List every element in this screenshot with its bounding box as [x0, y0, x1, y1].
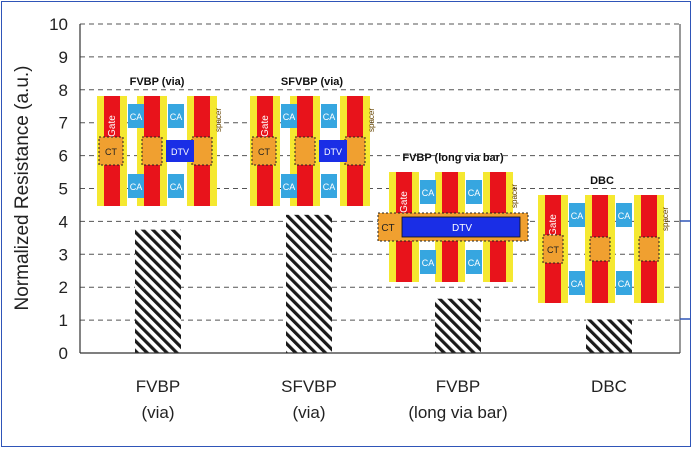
y-tick-label: 0	[59, 344, 68, 363]
bar	[435, 298, 481, 353]
y-tick-label: 2	[59, 278, 68, 297]
y-tick-label: 10	[49, 15, 68, 34]
dtv-label: DTV	[324, 147, 342, 157]
ca-contact	[420, 180, 436, 204]
ca-contact	[569, 271, 585, 295]
ct-label: CT	[381, 223, 394, 234]
dtv-label: DTV	[171, 147, 189, 157]
ca-contact	[281, 174, 297, 198]
ct-contact	[191, 136, 213, 166]
y-tick-label: 7	[59, 114, 68, 133]
axes	[79, 24, 690, 354]
y-tick-label: 5	[59, 180, 68, 199]
ca-label: CA	[618, 211, 631, 221]
ca-label: CA	[422, 258, 435, 268]
inset-structure: SFVBP (via) CA CA CA CA Gate spacer CT DTV	[250, 76, 376, 206]
y-tick-label: 6	[59, 147, 68, 166]
ca-contact	[168, 104, 184, 128]
ca-contact	[321, 174, 337, 198]
ca-label: CA	[323, 112, 336, 122]
bars	[135, 214, 632, 353]
ca-label: CA	[468, 188, 481, 198]
x-category-sublabel: (via)	[141, 403, 174, 422]
bar	[586, 319, 632, 353]
ca-label: CA	[323, 182, 336, 192]
ca-contact	[466, 180, 482, 204]
x-category-label: DBC	[591, 377, 627, 396]
x-category-labels: FVBP (via) SFVBP (via) FVBP (long via bar) DBC	[136, 377, 627, 422]
ct-label: CT	[258, 147, 270, 157]
ca-contact	[569, 203, 585, 227]
ct-contact	[589, 236, 611, 262]
y-tick-labels: 0 1 2 3 4 5 6 7 8 9 10	[49, 15, 68, 363]
x-category-label: FVBP	[436, 377, 480, 396]
ca-contact	[321, 104, 337, 128]
y-tick-label: 9	[59, 48, 68, 67]
x-category-sublabel: (long via bar)	[408, 403, 507, 422]
bar	[135, 229, 181, 353]
dtv-via	[166, 140, 194, 162]
y-tick-label: 1	[59, 311, 68, 330]
ct-contact	[294, 136, 316, 166]
ca-label: CA	[283, 112, 296, 122]
ct-contact	[638, 236, 660, 262]
y-tick-label: 8	[59, 81, 68, 100]
inset-structure: DBC CA CA CA CA Gate spacer CT	[538, 175, 670, 303]
ca-label: CA	[130, 112, 143, 122]
spacer-label: spacer	[367, 108, 376, 132]
ca-contact	[168, 174, 184, 198]
inset-title: DBC	[590, 175, 614, 187]
ca-label: CA	[468, 258, 481, 268]
ct-contact	[344, 136, 366, 166]
inset-title: SFVBP (via)	[281, 76, 343, 88]
ca-contact	[281, 104, 297, 128]
ca-label: CA	[618, 279, 631, 289]
ca-contact	[466, 250, 482, 274]
ca-contact	[616, 271, 632, 295]
ca-label: CA	[130, 182, 143, 192]
y-axis-label: Normalized Resistance (a.u.)	[12, 66, 33, 311]
ct-contact	[251, 136, 277, 166]
ct-label: CT	[547, 245, 559, 255]
ca-contact	[128, 174, 144, 198]
ca-label: CA	[283, 182, 296, 192]
ca-label: CA	[170, 112, 183, 122]
inset-structure: FVBP (long via bar) CA CA CA CA Gate spacer CT D…	[377, 152, 529, 282]
bar	[286, 214, 332, 353]
gate-label: Gate	[107, 115, 118, 137]
ct-contact	[98, 136, 124, 166]
inset-title: FVBP (via)	[130, 76, 185, 88]
spacer-label: spacer	[214, 108, 223, 132]
ca-label: CA	[571, 279, 584, 289]
y-tick-label: 3	[59, 245, 68, 264]
dtv-via	[319, 140, 347, 162]
inset-structure: FVBP (via) CA CA CA CA Gate spacer CT DTV	[97, 76, 223, 206]
ca-contact	[420, 250, 436, 274]
x-category-label: SFVBP	[281, 377, 337, 396]
x-category-sublabel: (via)	[292, 403, 325, 422]
dtv-bar	[401, 216, 521, 238]
ca-label: CA	[170, 182, 183, 192]
ca-contact	[128, 104, 144, 128]
gate-label: Gate	[260, 115, 271, 137]
ct-contact	[141, 136, 163, 166]
gate-label: Gate	[548, 214, 559, 236]
dtv-label: DTV	[452, 223, 472, 234]
ct-contact	[542, 234, 564, 264]
ct-label: CT	[105, 147, 117, 157]
spacer-label: spacer	[510, 184, 519, 208]
gate-label: Gate	[399, 191, 410, 213]
ca-label: CA	[422, 188, 435, 198]
ca-contact	[616, 203, 632, 227]
y-tick-label: 4	[59, 212, 68, 231]
x-category-label: FVBP	[136, 377, 180, 396]
inset-title: FVBP (long via bar)	[402, 152, 504, 164]
spacer-label: spacer	[661, 207, 670, 231]
ca-label: CA	[571, 211, 584, 221]
